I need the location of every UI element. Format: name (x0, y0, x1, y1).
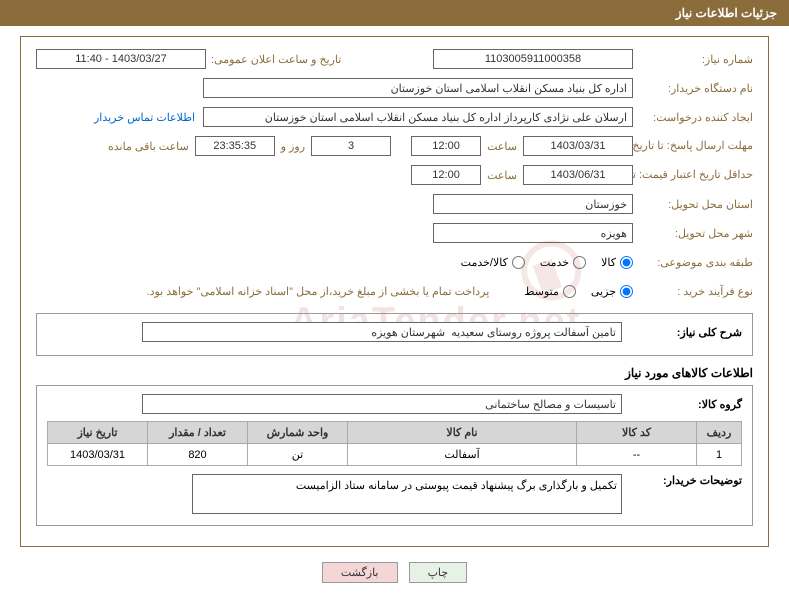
label-remaining: ساعت باقی مانده (108, 140, 189, 153)
label-goods-group: گروه کالا: (627, 398, 742, 411)
radio-medium[interactable]: متوسط (524, 285, 576, 298)
radio-service[interactable]: خدمت (540, 256, 586, 269)
radio-group-type: جزیی متوسط (509, 285, 633, 298)
goods-box: گروه کالا: ردیف کد کالا نام کالا واحد شم… (36, 385, 753, 526)
link-buyer-contact[interactable]: اطلاعات تماس خریدار (94, 111, 195, 124)
label-announce-date: تاریخ و ساعت اعلان عمومی: (211, 53, 341, 66)
th-unit: واحد شمارش (248, 422, 348, 444)
row-need-number: شماره نیاز: تاریخ و ساعت اعلان عمومی: (36, 47, 753, 71)
row-general-desc: شرح کلی نیاز: (47, 320, 742, 344)
row-category: طبقه بندی موضوعی: کالا خدمت کالا/خدمت (36, 250, 753, 274)
label-response-deadline: مهلت ارسال پاسخ: تا تاریخ: (638, 140, 753, 152)
input-delivery-city[interactable] (433, 223, 633, 243)
button-row: چاپ بازگشت (20, 562, 769, 583)
row-delivery-city: شهر محل تحویل: (36, 221, 753, 245)
input-buyer-org[interactable] (203, 78, 633, 98)
cell-row: 1 (697, 444, 742, 466)
label-purchase-type: نوع فرآیند خرید : (638, 285, 753, 298)
label-delivery-province: استان محل تحویل: (638, 198, 753, 211)
cell-qty: 820 (148, 444, 248, 466)
label-time-2: ساعت (487, 169, 517, 182)
label-general-desc: شرح کلی نیاز: (627, 326, 742, 339)
row-buyer-org: نام دستگاه خریدار: (36, 76, 753, 100)
row-buyer-notes: توضیحات خریدار: تکمیل و بارگذاری برگ پیش… (47, 474, 742, 514)
back-button[interactable]: بازگشت (322, 562, 398, 583)
th-code: کد کالا (577, 422, 697, 444)
label-category: طبقه بندی موضوعی: (638, 256, 753, 269)
label-requester: ایجاد کننده درخواست: (638, 111, 753, 124)
th-name: نام کالا (348, 422, 577, 444)
input-announce-date[interactable] (36, 49, 206, 69)
radio-partial[interactable]: جزیی (591, 285, 633, 298)
print-button[interactable]: چاپ (409, 562, 468, 583)
textarea-buyer-notes[interactable]: تکمیل و بارگذاری برگ پیشنهاد قیمت پیوستی… (192, 474, 622, 514)
table-header-row: ردیف کد کالا نام کالا واحد شمارش تعداد /… (48, 422, 742, 444)
input-goods-group[interactable] (142, 394, 622, 414)
input-remaining-time[interactable] (195, 136, 275, 156)
general-desc-box: شرح کلی نیاز: (36, 313, 753, 356)
label-buyer-notes: توضیحات خریدار: (627, 474, 742, 487)
input-price-time[interactable] (411, 165, 481, 185)
cell-name: آسفالت (348, 444, 577, 466)
row-price-validity: حداقل تاریخ اعتبار قیمت: تا تاریخ: ساعت (36, 163, 753, 187)
row-purchase-type: نوع فرآیند خرید : جزیی متوسط پرداخت تمام… (36, 279, 753, 303)
main-form-box: AriaTender.net شماره نیاز: تاریخ و ساعت … (20, 36, 769, 547)
label-days-and: روز و (281, 140, 305, 153)
input-requester[interactable] (203, 107, 633, 127)
table-row: 1 -- آسفالت تن 820 1403/03/31 (48, 444, 742, 466)
th-qty: تعداد / مقدار (148, 422, 248, 444)
title-bar: جزئیات اطلاعات نیاز (0, 0, 789, 26)
goods-table: ردیف کد کالا نام کالا واحد شمارش تعداد /… (47, 421, 742, 466)
label-delivery-city: شهر محل تحویل: (638, 227, 753, 240)
input-price-date[interactable] (523, 165, 633, 185)
radio-both[interactable]: کالا/خدمت (461, 256, 525, 269)
input-response-date[interactable] (523, 136, 633, 156)
cell-date: 1403/03/31 (48, 444, 148, 466)
payment-note: پرداخت تمام یا بخشی از مبلغ خرید،از محل … (147, 285, 490, 298)
input-need-number[interactable] (433, 49, 633, 69)
th-date: تاریخ نیاز (48, 422, 148, 444)
input-delivery-province[interactable] (433, 194, 633, 214)
row-response-deadline: مهلت ارسال پاسخ: تا تاریخ: ساعت روز و سا… (36, 134, 753, 158)
input-general-desc[interactable] (142, 322, 622, 342)
input-days[interactable] (311, 136, 391, 156)
content-wrapper: AriaTender.net شماره نیاز: تاریخ و ساعت … (0, 26, 789, 593)
radio-goods[interactable]: کالا (601, 256, 633, 269)
row-goods-group: گروه کالا: (47, 392, 742, 416)
cell-unit: تن (248, 444, 348, 466)
label-buyer-org: نام دستگاه خریدار: (638, 82, 753, 95)
page-title: جزئیات اطلاعات نیاز (676, 6, 777, 20)
input-response-time[interactable] (411, 136, 481, 156)
row-delivery-province: استان محل تحویل: (36, 192, 753, 216)
th-row: ردیف (697, 422, 742, 444)
row-requester: ایجاد کننده درخواست: اطلاعات تماس خریدار (36, 105, 753, 129)
radio-group-category: کالا خدمت کالا/خدمت (446, 256, 633, 269)
label-need-number: شماره نیاز: (638, 53, 753, 66)
goods-info-header: اطلاعات کالاهای مورد نیاز (36, 366, 753, 380)
cell-code: -- (577, 444, 697, 466)
label-time-1: ساعت (487, 140, 517, 153)
label-price-validity: حداقل تاریخ اعتبار قیمت: تا تاریخ: (638, 169, 753, 181)
